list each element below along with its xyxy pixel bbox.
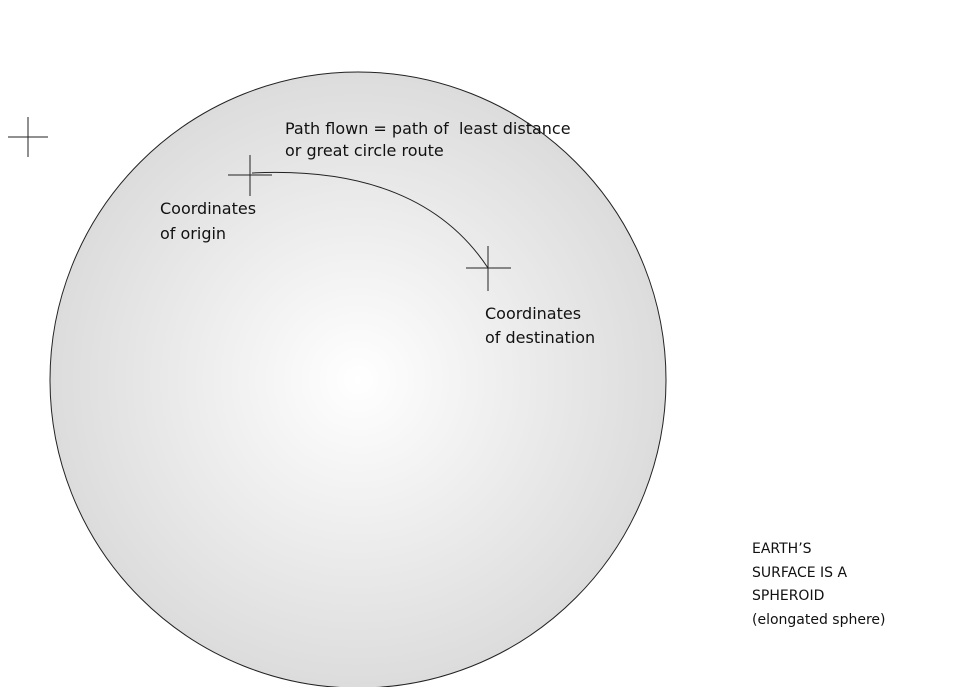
origin-label: Coordinates [160, 199, 256, 218]
cross [8, 117, 48, 157]
origin-cross [228, 155, 272, 196]
surface-note: EARTH’S [752, 541, 812, 557]
destination-label: of destination [485, 328, 595, 347]
surface-note: SPHEROID [752, 588, 824, 604]
destination-cross [466, 246, 511, 291]
path-label: or great circle route [285, 141, 444, 160]
surface-note: SURFACE IS A [752, 565, 847, 581]
path-label: Path flown = path of least distance [285, 119, 571, 138]
surface-note: (elongated sphere) [752, 612, 886, 628]
great-circle-path [251, 171, 489, 269]
origin-label: of origin [160, 224, 226, 243]
earth [49, 71, 667, 687]
destination-label: Coordinates [485, 304, 581, 323]
